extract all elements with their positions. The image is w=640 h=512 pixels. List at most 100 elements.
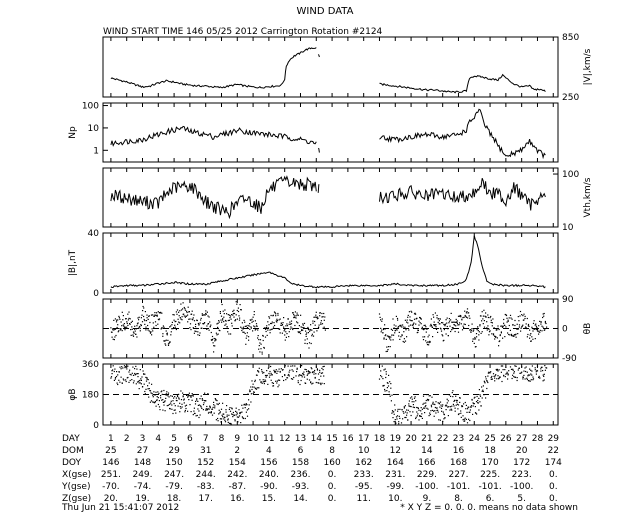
data-point xyxy=(207,408,209,410)
data-point xyxy=(309,372,311,374)
data-point xyxy=(141,376,143,378)
data-point xyxy=(531,365,533,367)
data-point xyxy=(440,328,442,330)
data-point xyxy=(460,315,462,317)
data-point xyxy=(498,345,500,347)
data-point xyxy=(532,379,534,381)
data-point xyxy=(441,334,443,336)
data-point xyxy=(491,333,493,335)
data-point xyxy=(430,410,432,412)
data-point xyxy=(406,319,408,321)
data-point xyxy=(380,327,382,329)
data-point xyxy=(450,406,452,408)
data-point xyxy=(128,371,130,373)
data-point xyxy=(497,370,499,372)
data-point xyxy=(191,395,193,397)
data-point xyxy=(321,323,324,325)
data-point xyxy=(466,411,468,413)
data-point xyxy=(393,413,395,415)
data-point xyxy=(507,378,509,380)
data-point xyxy=(272,326,275,328)
data-point xyxy=(528,325,530,327)
data-point xyxy=(259,379,261,381)
data-point xyxy=(491,325,493,327)
data-point xyxy=(288,371,290,373)
data-point xyxy=(465,312,467,314)
data-point xyxy=(271,322,273,325)
data-point xyxy=(258,348,260,350)
row-value-y: -74. xyxy=(134,482,152,492)
data-point xyxy=(304,342,306,344)
data-point xyxy=(385,350,387,353)
data-point xyxy=(487,314,489,316)
data-point xyxy=(408,400,410,402)
data-point xyxy=(393,334,395,336)
data-point xyxy=(474,338,477,340)
data-point xyxy=(318,324,320,326)
data-point xyxy=(234,420,236,422)
data-point xyxy=(525,326,527,328)
data-point xyxy=(174,326,176,328)
data-point xyxy=(423,324,425,327)
axis-label-speed: |V|,km/s xyxy=(583,48,593,85)
data-point xyxy=(438,402,440,404)
data-point xyxy=(230,333,232,335)
data-point xyxy=(131,326,133,328)
data-point xyxy=(322,369,324,371)
data-point xyxy=(274,372,276,374)
data-point xyxy=(398,421,400,423)
data-point xyxy=(530,340,532,342)
data-point xyxy=(510,333,513,335)
data-point xyxy=(407,322,409,324)
row-value-doy: 150 xyxy=(166,458,183,468)
row-value-doy: 170 xyxy=(482,458,499,468)
data-point xyxy=(508,317,510,319)
data-point xyxy=(456,322,458,324)
y-tick-label: 100 xyxy=(82,102,99,112)
data-point xyxy=(311,335,313,337)
data-point xyxy=(177,395,179,398)
data-point xyxy=(484,382,486,384)
data-point xyxy=(156,314,158,316)
data-point xyxy=(136,336,138,338)
data-point xyxy=(114,328,117,330)
data-point xyxy=(315,373,317,375)
data-point xyxy=(488,371,490,373)
data-point xyxy=(455,399,457,401)
data-point xyxy=(428,399,430,401)
data-point xyxy=(298,374,300,376)
data-point xyxy=(454,330,456,333)
data-point xyxy=(393,421,395,423)
data-point xyxy=(308,342,311,344)
data-point xyxy=(444,417,446,419)
row-value-x: 244. xyxy=(196,470,216,480)
data-point xyxy=(195,330,197,333)
data-point xyxy=(215,332,217,334)
data-point xyxy=(242,326,245,328)
data-point xyxy=(293,317,295,319)
data-point xyxy=(453,400,455,402)
data-point xyxy=(184,316,186,318)
data-point xyxy=(426,328,428,330)
data-point xyxy=(389,338,391,340)
data-point xyxy=(164,410,166,412)
data-point xyxy=(494,377,496,379)
data-point xyxy=(394,329,396,331)
data-point xyxy=(301,329,303,332)
data-point xyxy=(311,329,313,331)
data-point xyxy=(196,399,198,401)
data-point xyxy=(248,399,250,401)
data-point xyxy=(468,324,470,327)
data-point xyxy=(493,375,495,377)
data-point xyxy=(465,404,467,406)
data-point xyxy=(119,318,121,320)
data-point xyxy=(240,326,242,328)
data-point xyxy=(545,322,547,325)
data-point xyxy=(324,329,326,331)
data-point xyxy=(244,325,246,327)
data-point xyxy=(270,314,272,317)
data-point xyxy=(455,404,457,406)
data-point xyxy=(526,317,528,320)
data-point xyxy=(526,377,528,379)
